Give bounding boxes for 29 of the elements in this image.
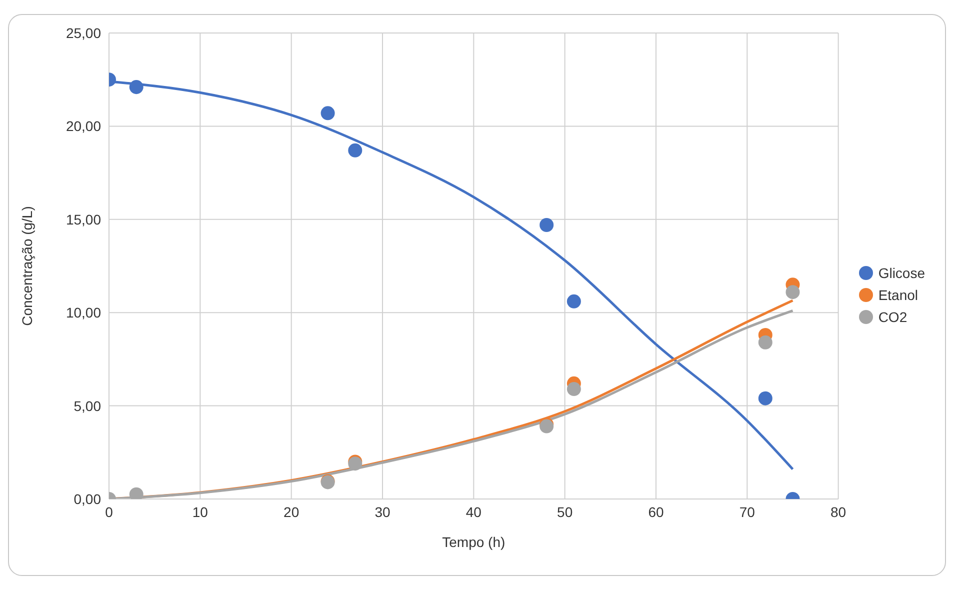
point: [320, 106, 335, 120]
y-tick-label: 20,00: [66, 118, 102, 134]
point: [758, 335, 772, 350]
y-tick-label: 5,00: [74, 398, 102, 414]
point: [348, 143, 362, 158]
x-tick-label: 10: [192, 504, 208, 520]
y-tick-label: 10,00: [66, 304, 102, 321]
x-tick-label: 50: [557, 504, 573, 520]
x-tick-label: 60: [648, 504, 664, 520]
x-tick-label: 40: [466, 504, 482, 520]
y-axis-title: Concentração (g/L): [18, 206, 35, 326]
legend-label: CO2: [878, 309, 908, 325]
point: [786, 285, 800, 300]
x-tick-label: 30: [374, 504, 390, 520]
point: [566, 294, 581, 308]
point: [540, 218, 554, 232]
y-tick-label: 0,00: [74, 490, 102, 507]
point: [566, 382, 581, 396]
x-tick-label: 70: [739, 504, 756, 520]
legend-label: Etanol: [878, 287, 918, 303]
x-tick-label: 80: [830, 504, 846, 520]
y-tick-label: 25,00: [66, 24, 102, 41]
x-tick-label: 20: [284, 504, 300, 520]
legend-label: Glicose: [878, 265, 925, 281]
x-tick-label: 0: [105, 504, 114, 520]
point: [758, 391, 772, 406]
x-axis-title: Tempo (h): [442, 534, 506, 550]
y-tick-label: 15,00: [66, 211, 102, 228]
point: [129, 80, 144, 94]
